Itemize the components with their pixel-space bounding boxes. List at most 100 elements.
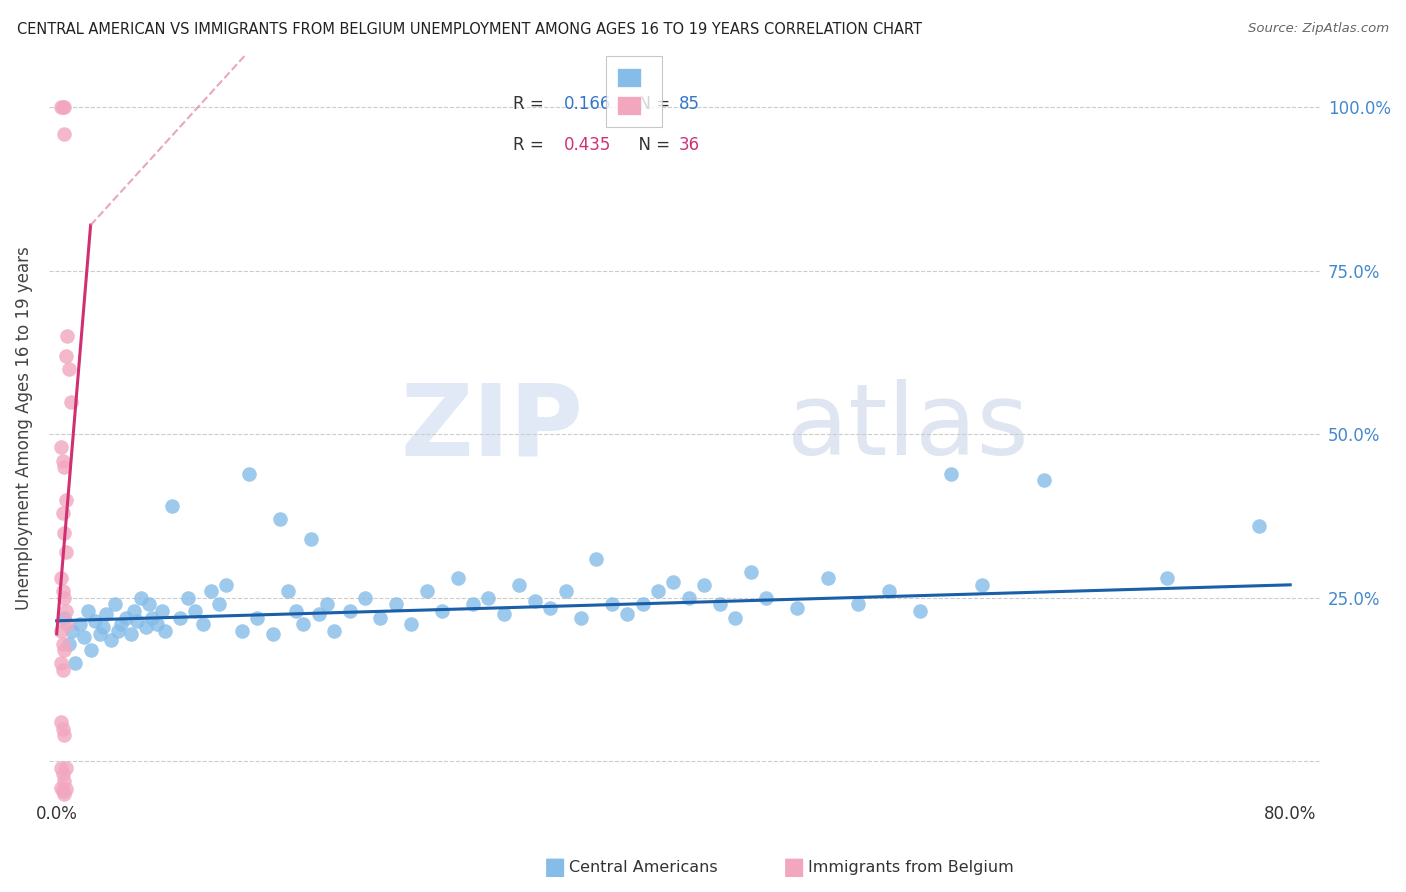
Point [740, 565, 762, 579]
Text: R =: R = [513, 95, 550, 112]
Point [91, 620, 114, 634]
Point [52, 506, 75, 520]
Point [53, 525, 76, 540]
Point [150, 604, 173, 618]
Point [600, 598, 623, 612]
Point [69, 617, 91, 632]
Text: 0.166: 0.166 [564, 95, 612, 112]
Point [51, 441, 73, 455]
Point [269, 512, 291, 526]
Point [125, 614, 148, 628]
Point [107, 624, 129, 638]
Point [879, 584, 901, 599]
Point [60, 624, 83, 638]
Point [401, 617, 423, 632]
Point [55, 349, 77, 363]
Point [55, 492, 77, 507]
Point [51, 100, 73, 114]
Text: ZIP: ZIP [401, 379, 583, 476]
Point [53, 787, 76, 801]
Point [492, 607, 515, 622]
Point [138, 598, 160, 612]
Point [141, 610, 163, 624]
Text: 0.435: 0.435 [564, 136, 612, 153]
Point [51, 571, 73, 585]
Point [53, 591, 76, 605]
Point [104, 598, 127, 612]
Point [1249, 519, 1271, 533]
Point [110, 617, 132, 632]
Point [908, 604, 931, 618]
Point [79, 643, 101, 657]
Point [52, 584, 75, 599]
Point [477, 591, 499, 605]
Text: ■: ■ [783, 855, 806, 879]
Point [631, 598, 654, 612]
Point [94, 607, 117, 622]
Point [153, 624, 176, 638]
Point [693, 578, 716, 592]
Point [315, 598, 337, 612]
Point [100, 633, 122, 648]
Point [73, 630, 96, 644]
Point [354, 591, 377, 605]
Point [370, 610, 392, 624]
Point [162, 500, 184, 514]
Point [122, 604, 145, 618]
Point [52, 784, 75, 798]
Point [52, 637, 75, 651]
Point [184, 604, 207, 618]
Point [51, 657, 73, 671]
Point [53, 100, 76, 114]
Text: Immigrants from Belgium: Immigrants from Belgium [808, 860, 1014, 874]
Point [146, 617, 169, 632]
Point [52, 100, 75, 114]
Point [120, 627, 142, 641]
Point [569, 610, 592, 624]
Point [53, 728, 76, 742]
Point [58, 362, 80, 376]
Point [786, 600, 808, 615]
Point [115, 610, 138, 624]
Point [56, 329, 79, 343]
Point [53, 643, 76, 657]
Point [191, 617, 214, 632]
Point [52, 453, 75, 467]
Point [238, 467, 260, 481]
Legend: , : , [606, 56, 662, 127]
Text: atlas: atlas [787, 379, 1028, 476]
Point [446, 571, 468, 585]
Text: CENTRAL AMERICAN VS IMMIGRANTS FROM BELGIUM UNEMPLOYMENT AMONG AGES 16 TO 19 YEA: CENTRAL AMERICAN VS IMMIGRANTS FROM BELG… [17, 22, 922, 37]
Point [647, 584, 669, 599]
Point [1156, 571, 1178, 585]
Point [724, 610, 747, 624]
Point [755, 591, 778, 605]
Point [200, 584, 222, 599]
Point [63, 657, 86, 671]
Point [51, 715, 73, 730]
Point [53, 774, 76, 789]
Point [51, 780, 73, 795]
Point [53, 460, 76, 475]
Point [58, 637, 80, 651]
Point [246, 610, 269, 624]
Point [461, 598, 484, 612]
Point [59, 394, 82, 409]
Text: 36: 36 [679, 136, 700, 153]
Point [308, 607, 330, 622]
Point [231, 624, 253, 638]
Point [55, 545, 77, 559]
Point [678, 591, 700, 605]
Point [585, 551, 607, 566]
Point [385, 598, 408, 612]
Point [299, 532, 322, 546]
Point [89, 627, 111, 641]
Text: Central Americans: Central Americans [569, 860, 718, 874]
Point [51, 761, 73, 775]
Point [262, 627, 284, 641]
Point [939, 467, 962, 481]
Point [339, 604, 361, 618]
Point [55, 604, 77, 618]
Point [131, 591, 153, 605]
Text: 85: 85 [679, 95, 700, 112]
